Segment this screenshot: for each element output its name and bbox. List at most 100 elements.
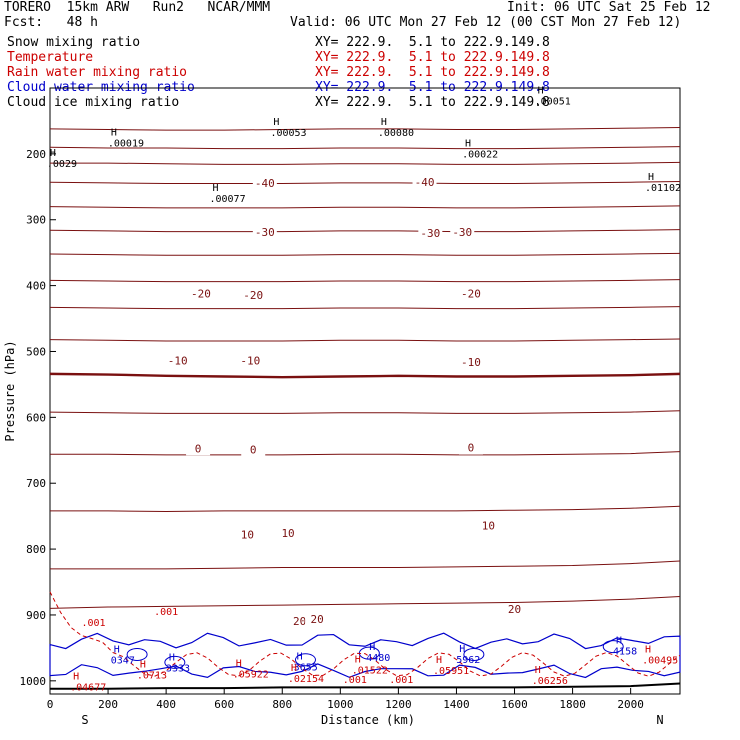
- header-left-top: TORERO 15km ARW Run2 NCAR/MMM: [4, 0, 271, 15]
- x-tick-label: 1000: [327, 698, 354, 711]
- maximum-value: .01102: [645, 183, 681, 194]
- y-tick-label: 600: [26, 411, 46, 424]
- maximum-marker: H: [369, 642, 375, 653]
- isotherm-label: -30: [420, 227, 440, 240]
- isotherm-label-bg: [502, 603, 527, 616]
- cloud-water-cell: [126, 647, 148, 661]
- isotherm-label-bg: [241, 444, 266, 457]
- maximum-marker: H: [538, 85, 544, 96]
- x-tick-label: 400: [156, 698, 176, 711]
- isotherm-label: -40: [255, 177, 275, 190]
- maximum-marker: H: [291, 663, 297, 674]
- maximum-marker: H: [297, 652, 303, 663]
- isotherm-label: 20: [293, 615, 306, 628]
- y-tick-label: 700: [26, 477, 46, 490]
- x-tick-label: 600: [214, 698, 234, 711]
- maximum-value: 4158: [613, 646, 637, 657]
- isotherm-label-bg: [305, 613, 330, 626]
- x-axis-label: Distance (km): [321, 713, 415, 727]
- isotherm-line: [50, 560, 681, 570]
- ground-line: [50, 682, 681, 690]
- maximum-marker: H: [436, 655, 442, 666]
- isotherm-label: -10: [461, 356, 481, 369]
- header-init: Init: 06 UTC Sat 25 Feb 12: [507, 0, 711, 15]
- isotherm-label: 10: [241, 529, 254, 542]
- isotherm-label: 0: [250, 444, 257, 457]
- isotherm-line: [49, 410, 681, 414]
- isotherm-label-bg: [458, 288, 483, 301]
- isotherm-label-bg: [235, 529, 260, 542]
- maximum-value: .05951: [433, 666, 469, 677]
- ground-layer: [50, 682, 681, 690]
- maximum-marker: H: [111, 127, 117, 138]
- legend-rain-label: Rain water mixing ratio: [7, 65, 188, 80]
- x-tick-label: 1800: [559, 698, 586, 711]
- header-left-second: Fcst: 48 h: [4, 15, 98, 30]
- maximum-value: .00495: [642, 656, 678, 667]
- rain-label: .001: [82, 618, 106, 629]
- end-label-left: S: [81, 713, 88, 727]
- y-tick-label: 300: [26, 214, 46, 227]
- isotherm-label-bg: [276, 528, 301, 541]
- legend-temperature-xy: XY= 222.9. 5.1 to 222.9.149.8: [315, 50, 550, 65]
- maximum-marker: H: [273, 117, 279, 128]
- isotherm-line: [49, 229, 681, 233]
- legend-snow-xy: XY= 222.9. 5.1 to 222.9.149.8: [315, 35, 550, 50]
- isotherm-label: -30: [452, 226, 472, 239]
- isotherm-line: [49, 306, 681, 310]
- rain-layer: [49, 591, 681, 677]
- isotherm-label-bg: [412, 177, 437, 190]
- end-label-right: N: [656, 713, 663, 727]
- legend-rain-xy: XY= 222.9. 5.1 to 222.9.149.8: [315, 65, 550, 80]
- isotherm-label-bg: [450, 227, 475, 240]
- isotherm-line: [49, 205, 681, 209]
- legend-cloud-ice-xy: XY= 222.9. 5.1 to 222.9.149.8: [315, 95, 550, 110]
- isotherm-label: -40: [415, 176, 435, 189]
- x-tick-label: 200: [98, 698, 118, 711]
- cloud-water-cell: [602, 640, 624, 654]
- isotherm-label-bg: [241, 289, 266, 302]
- x-tick-label: 2000: [617, 698, 644, 711]
- isotherm-label: 0: [195, 442, 202, 455]
- cloud-water-cell: [294, 653, 316, 667]
- maximum-marker: H: [73, 672, 79, 683]
- maximum-marker: H: [50, 148, 56, 159]
- legend-snow-label: Snow mixing ratio: [7, 35, 141, 50]
- rain-label: .001: [154, 607, 178, 618]
- x-tick-label: 1200: [385, 698, 412, 711]
- rain-contour: [49, 591, 681, 677]
- maximum-marker: H: [535, 665, 541, 676]
- isotherm-line: [49, 338, 681, 342]
- isotherm-line: [50, 505, 681, 513]
- isotherm-label: -20: [461, 287, 481, 300]
- isotherm-label-bg: [238, 355, 263, 368]
- isotherm-label-bg: [476, 520, 501, 533]
- isotherm-line: [50, 161, 681, 165]
- isotherm-label-bg: [165, 355, 190, 368]
- maximum-value: 3333: [166, 663, 190, 674]
- maximum-value: 0347: [111, 656, 135, 667]
- cloud-water-contour: [49, 632, 681, 679]
- x-tick-label: 1600: [501, 698, 528, 711]
- maximum-marker: H: [169, 652, 175, 663]
- legend-cloud-ice-label: Cloud ice mixing ratio: [7, 95, 180, 110]
- maximum-value: .04677: [70, 683, 106, 694]
- y-axis-label: Pressure (hPa): [3, 340, 17, 441]
- cloud-water-layer: [49, 632, 681, 679]
- isotherm-label-bg: [188, 288, 213, 301]
- isotherm-label-bg: [458, 356, 483, 369]
- isotherm-label-bg: [186, 443, 211, 456]
- isotherm-label-bg: [252, 177, 277, 190]
- x-tick-label: 800: [272, 698, 292, 711]
- maximum-value: .00051: [535, 96, 571, 107]
- isotherm-line: [49, 279, 681, 283]
- isotherm-line: [50, 451, 681, 456]
- maximum-marker: H: [236, 658, 242, 669]
- isotherm-label: -10: [168, 355, 188, 368]
- rain-label: .001: [343, 675, 367, 686]
- isotherm-line: [49, 596, 681, 609]
- isotherm-label: -10: [240, 355, 260, 368]
- isotherm-line: [49, 372, 681, 379]
- isotherm-label: -20: [243, 289, 263, 302]
